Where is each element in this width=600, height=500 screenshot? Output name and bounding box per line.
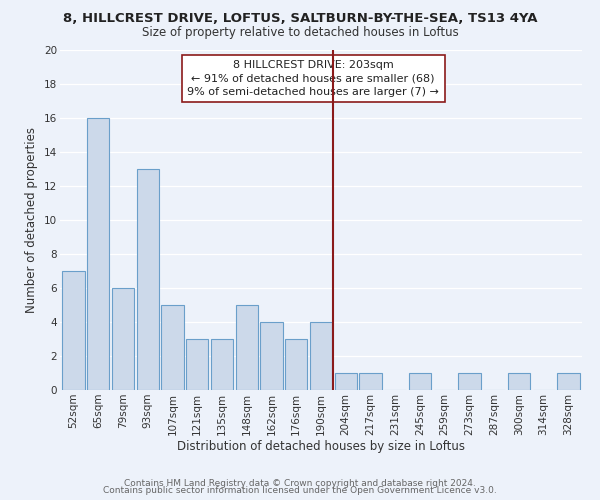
Text: Contains HM Land Registry data © Crown copyright and database right 2024.: Contains HM Land Registry data © Crown c… [124, 478, 476, 488]
Bar [409, 373, 431, 390]
Bar [112, 288, 134, 390]
Text: Size of property relative to detached houses in Loftus: Size of property relative to detached ho… [142, 26, 458, 39]
Bar [186, 339, 208, 390]
Y-axis label: Number of detached properties: Number of detached properties [25, 127, 38, 313]
Bar [458, 373, 481, 390]
Bar [260, 322, 283, 390]
Text: 8 HILLCREST DRIVE: 203sqm
← 91% of detached houses are smaller (68)
9% of semi-d: 8 HILLCREST DRIVE: 203sqm ← 91% of detac… [187, 60, 439, 96]
Bar [310, 322, 332, 390]
Text: Contains public sector information licensed under the Open Government Licence v3: Contains public sector information licen… [103, 486, 497, 495]
Bar [236, 305, 258, 390]
Bar [508, 373, 530, 390]
Bar [62, 271, 85, 390]
Text: 8, HILLCREST DRIVE, LOFTUS, SALTBURN-BY-THE-SEA, TS13 4YA: 8, HILLCREST DRIVE, LOFTUS, SALTBURN-BY-… [63, 12, 537, 26]
Bar [211, 339, 233, 390]
Bar [87, 118, 109, 390]
Bar [285, 339, 307, 390]
Bar [557, 373, 580, 390]
Bar [359, 373, 382, 390]
Bar [137, 169, 159, 390]
Bar [161, 305, 184, 390]
Bar [335, 373, 357, 390]
X-axis label: Distribution of detached houses by size in Loftus: Distribution of detached houses by size … [177, 440, 465, 454]
